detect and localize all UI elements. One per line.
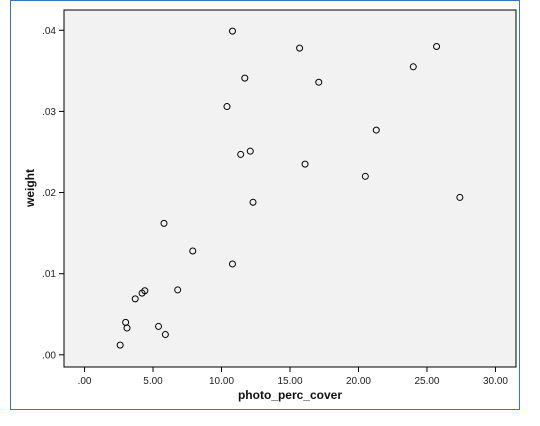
- data-point: [223, 103, 231, 111]
- data-point: [246, 147, 254, 155]
- x-tick-label: .00: [78, 376, 92, 387]
- x-tick-label: 25.00: [414, 376, 439, 387]
- data-point: [155, 322, 163, 330]
- y-tick-label: .04: [42, 26, 56, 37]
- data-point: [301, 160, 309, 168]
- data-point: [237, 150, 245, 158]
- data-point: [161, 331, 169, 339]
- data-point: [249, 198, 257, 206]
- data-point: [456, 193, 464, 201]
- plot-area: [63, 9, 517, 368]
- data-point: [123, 324, 131, 332]
- data-point: [228, 27, 236, 35]
- data-point: [315, 78, 323, 86]
- data-point: [433, 43, 441, 51]
- x-tick-label: 10.00: [209, 376, 234, 387]
- data-point: [228, 260, 236, 268]
- data-point: [160, 219, 168, 227]
- data-point: [189, 247, 197, 255]
- x-axis: .00 5.00 10.00 15.00 20.00 25.00 30.00: [78, 367, 508, 387]
- data-point: [174, 286, 182, 294]
- y-tick-label: .02: [42, 188, 56, 199]
- y-tick-label: .00: [42, 350, 56, 361]
- data-point: [116, 341, 124, 349]
- data-point: [131, 295, 139, 303]
- data-point: [241, 74, 249, 82]
- x-tick-label: 30.00: [483, 376, 508, 387]
- data-point: [372, 126, 380, 134]
- data-point: [296, 44, 304, 52]
- y-axis: .00 .01 .02 .03 .04: [42, 26, 64, 361]
- data-points: [116, 27, 464, 349]
- x-tick-label: 5.00: [143, 376, 163, 387]
- x-axis-title: photo_perc_cover: [238, 388, 342, 402]
- data-point: [141, 287, 149, 295]
- data-point: [409, 63, 417, 71]
- data-point: [361, 172, 369, 180]
- y-axis-title: weight: [23, 169, 37, 208]
- y-tick-label: .01: [42, 269, 56, 280]
- x-tick-label: 15.00: [277, 376, 302, 387]
- x-tick-label: 20.00: [346, 376, 371, 387]
- y-tick-label: .03: [42, 107, 56, 118]
